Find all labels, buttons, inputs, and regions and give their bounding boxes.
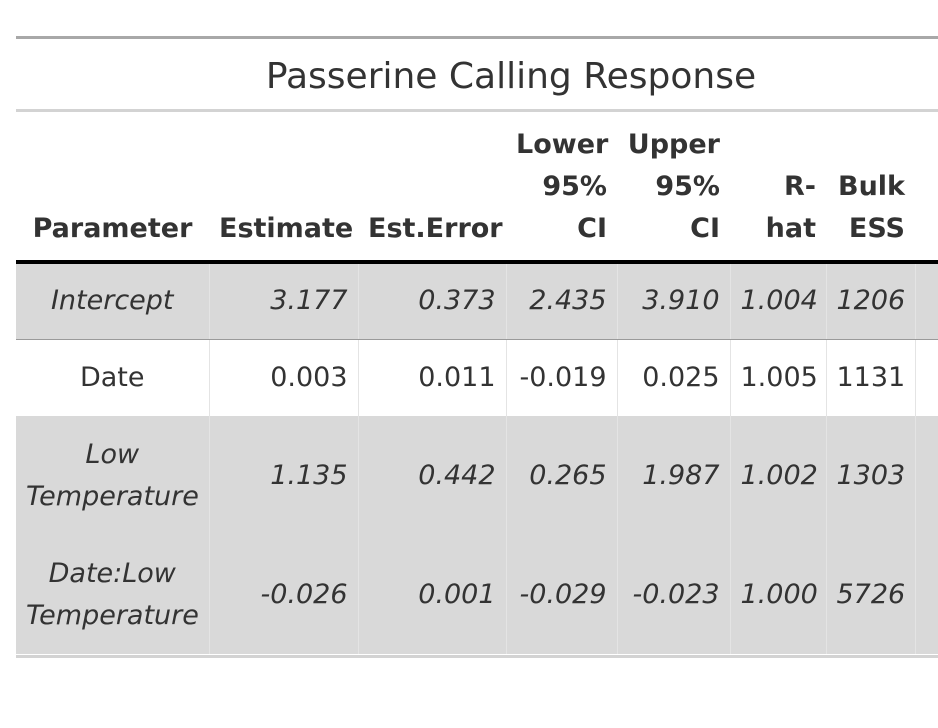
col-header-rhat: R-hat	[730, 112, 826, 264]
cell-est-error: 0.011	[357, 339, 506, 416]
cell-lower-ci: 2.435	[505, 262, 617, 340]
cell-upper-ci: 1.987	[616, 416, 730, 535]
cell-lower-ci: 0.265	[505, 416, 617, 535]
col-header-tail-ess: Tail ESS	[915, 112, 938, 264]
cell-tail-ess: 4	[914, 535, 938, 654]
cell-upper-ci: -0.023	[616, 535, 730, 654]
cell-rhat: 1.002	[729, 416, 826, 535]
cell-lower-ci: -0.029	[505, 535, 617, 654]
cell-estimate: -0.026	[208, 535, 358, 654]
cell-rhat: 1.005	[729, 339, 826, 416]
cell-tail-ess: 1	[914, 339, 938, 416]
cell-rhat: 1.000	[729, 535, 826, 654]
cell-lower-ci: -0.019	[505, 339, 617, 416]
title-rule	[16, 109, 938, 112]
cell-upper-ci: 3.910	[616, 262, 730, 340]
col-header-est-error: Est.Error	[358, 112, 506, 264]
cell-estimate: 0.003	[208, 339, 358, 416]
col-header-lower-ci: Lower 95% CI	[506, 112, 617, 264]
cell-est-error: 0.001	[357, 535, 506, 654]
cell-rhat: 1.004	[729, 262, 826, 340]
cell-tail-ess: 1	[914, 416, 938, 535]
results-table: Passerine Calling Response Parameter Est…	[16, 36, 938, 662]
cell-estimate: 3.177	[208, 262, 358, 340]
cell-upper-ci: 0.025	[616, 339, 730, 416]
cell-estimate: 1.135	[208, 416, 358, 535]
top-rule	[16, 36, 938, 39]
col-header-parameter: Parameter	[16, 112, 209, 264]
cell-bulk-ess: 1303	[825, 416, 915, 535]
table-title: Passerine Calling Response	[265, 56, 757, 97]
cell-parameter: Intercept	[16, 262, 209, 340]
cell-bulk-ess: 1206	[825, 262, 915, 340]
data-table: Parameter Estimate Est.Error Lower 95% C…	[16, 112, 938, 654]
table-row: Date 0.003 0.011 -0.019 0.025 1.005 1131…	[16, 339, 938, 416]
cell-parameter: Date	[16, 339, 209, 416]
cell-bulk-ess: 5726	[825, 535, 915, 654]
cell-est-error: 0.442	[357, 416, 506, 535]
col-header-bulk-ess: Bulk ESS	[826, 112, 915, 264]
cell-tail-ess: 1	[914, 262, 938, 340]
table-row: Intercept 3.177 0.373 2.435 3.910 1.004 …	[16, 262, 938, 340]
table-row: Low Temperature 1.135 0.442 0.265 1.987 …	[16, 416, 938, 535]
cell-bulk-ess: 1131	[825, 339, 915, 416]
table-row: Date:Low Temperature -0.026 0.001 -0.029…	[16, 535, 938, 654]
header-row: Parameter Estimate Est.Error Lower 95% C…	[16, 112, 938, 264]
cell-parameter: Date:Low Temperature	[16, 535, 209, 654]
cell-est-error: 0.373	[357, 262, 506, 340]
col-header-upper-ci: Upper 95% CI	[617, 112, 730, 264]
col-header-estimate: Estimate	[209, 112, 358, 264]
cell-parameter: Low Temperature	[16, 416, 209, 535]
bottom-rule	[16, 655, 938, 658]
